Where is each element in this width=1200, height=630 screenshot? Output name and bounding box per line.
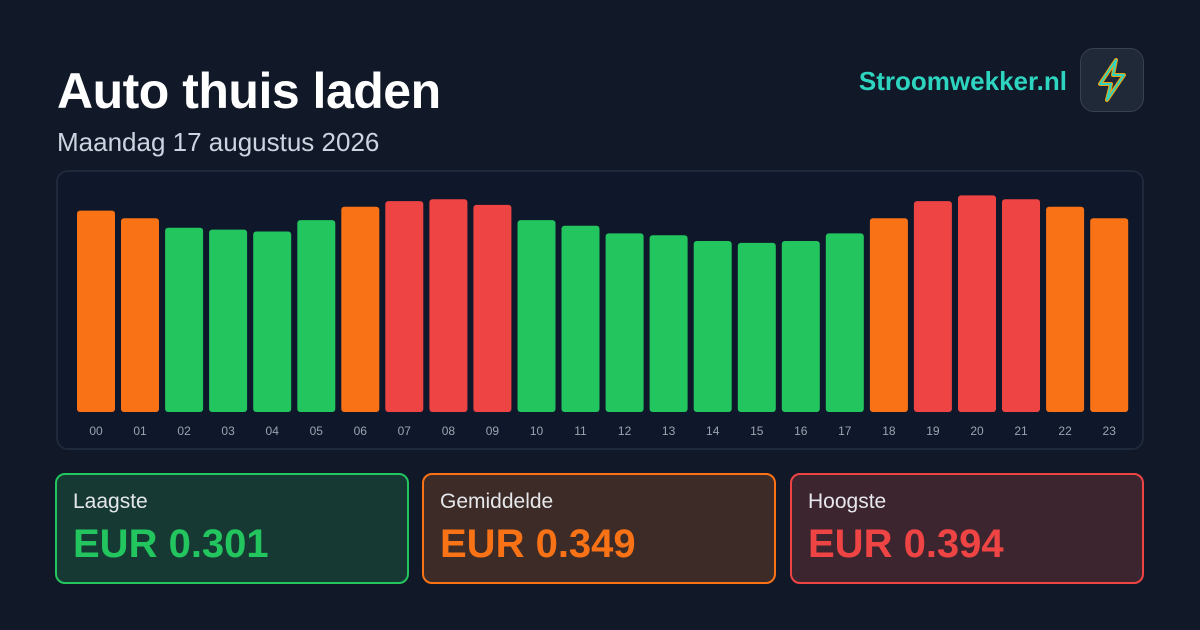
price-chart: 00 01 02 03 04 05 06 07 08 09 10 11 12 13 14 15 16 17 18 19…	[56, 170, 1144, 450]
x-tick-label: 05	[310, 424, 324, 438]
x-tick-label: 01	[133, 424, 147, 438]
bar-hour-03	[209, 229, 248, 412]
x-tick-label: 12	[618, 424, 632, 438]
bar-hour-10	[517, 220, 556, 412]
x-tick-label: 16	[794, 424, 808, 438]
bar-hour-01	[121, 218, 159, 412]
x-tick-label: 15	[750, 424, 764, 438]
bar-hour-09	[473, 204, 512, 412]
page-subtitle-date: Maandag 17 augustus 2026	[57, 127, 380, 157]
brand-logo[interactable]	[1080, 48, 1144, 112]
bar-hour-11	[561, 225, 600, 412]
x-tick-label: 09	[486, 424, 500, 438]
stat-label-average: Gemiddelde	[440, 490, 554, 513]
bar-hour-17	[825, 233, 864, 412]
stat-card-average: Gemiddelde EUR 0.349	[422, 473, 776, 584]
bar-hour-23	[1090, 218, 1129, 412]
x-tick-label: 04	[266, 424, 280, 438]
bar-hour-14	[693, 241, 732, 412]
bar-hour-04	[253, 231, 292, 412]
brand-name[interactable]: Stroomwekker.nl	[858, 66, 1067, 96]
x-tick-label: 22	[1058, 424, 1072, 438]
bar-hour-06	[341, 206, 380, 412]
x-tick-label: 03	[221, 424, 235, 438]
x-tick-label: 13	[662, 424, 676, 438]
bar-hour-22	[1046, 206, 1085, 412]
bar-hour-07	[385, 201, 424, 412]
bar-hour-18	[869, 218, 908, 412]
x-tick-label: 23	[1103, 424, 1117, 438]
x-tick-label: 02	[177, 424, 191, 438]
lightning-bolt-icon	[1098, 58, 1126, 102]
x-tick-label: 10	[530, 424, 544, 438]
stat-label-highest: Hoogste	[808, 490, 887, 513]
price-bar-chart: 00 01 02 03 04 05 06 07 08 09 10 11 12 13 14 15 16 17 18 19…	[77, 195, 1129, 438]
stat-value-lowest: EUR 0.301	[73, 522, 269, 566]
stat-card-lowest: Laagste EUR 0.301	[55, 473, 409, 584]
x-tick-label: 20	[970, 424, 984, 438]
x-tick-label: 17	[838, 424, 852, 438]
bar-hour-19	[913, 201, 952, 412]
x-tick-label: 08	[442, 424, 456, 438]
x-tick-label: 11	[574, 424, 587, 438]
x-tick-label: 00	[89, 424, 103, 438]
bar-hour-05	[297, 220, 336, 412]
bar-hour-20	[958, 195, 996, 412]
x-tick-label: 14	[706, 424, 720, 438]
x-tick-label: 18	[882, 424, 896, 438]
bar-hour-00	[77, 210, 115, 412]
bar-hour-15	[737, 242, 776, 412]
stat-value-highest: EUR 0.394	[808, 522, 1004, 566]
page-title: Auto thuis laden	[57, 63, 441, 119]
bar-hour-12	[605, 233, 644, 412]
bar-hour-08	[429, 199, 468, 412]
x-tick-label: 21	[1014, 424, 1028, 438]
x-tick-label: 07	[398, 424, 412, 438]
stat-card-highest: Hoogste EUR 0.394	[790, 473, 1144, 584]
stat-label-lowest: Laagste	[73, 490, 148, 513]
bar-hour-16	[781, 241, 820, 412]
stat-value-average: EUR 0.349	[440, 522, 636, 566]
x-tick-label: 06	[354, 424, 368, 438]
bar-hour-21	[1002, 199, 1040, 412]
x-tick-label: 19	[926, 424, 940, 438]
bar-hour-13	[649, 235, 688, 412]
bar-hour-02	[165, 227, 204, 412]
